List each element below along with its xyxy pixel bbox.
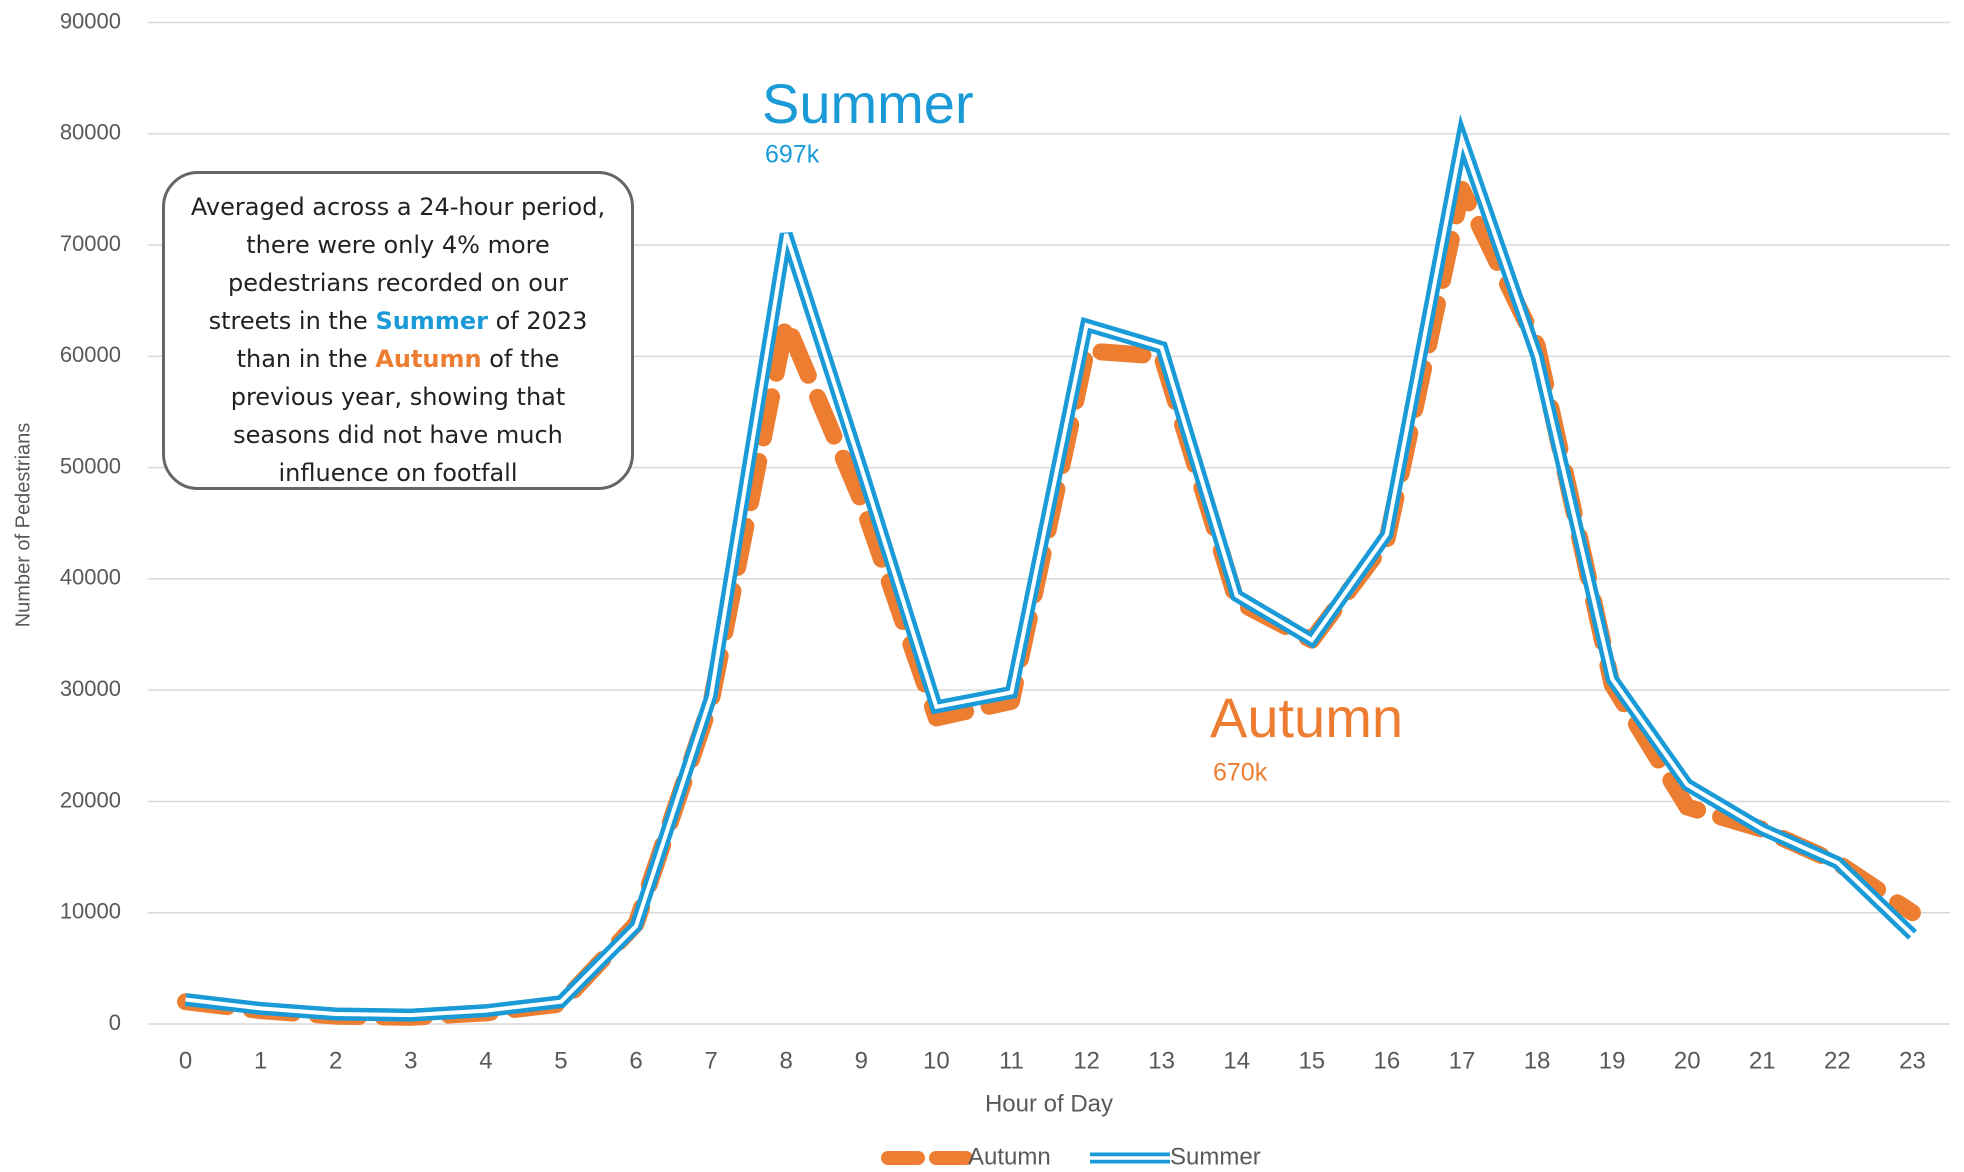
y-tick-label: 30000	[60, 676, 121, 701]
y-tick-label: 70000	[60, 231, 121, 256]
legend-item: Summer	[1090, 1143, 1261, 1170]
x-tick-label: 3	[404, 1047, 417, 1074]
annotation-value: 697k	[765, 141, 820, 169]
note-box: Averaged across a 24-hour period, there …	[162, 171, 634, 490]
x-tick-label: 15	[1298, 1047, 1325, 1074]
y-axis-title: Number of Pedestrians	[12, 423, 34, 628]
x-tick-label: 17	[1449, 1047, 1476, 1074]
x-tick-label: 7	[704, 1047, 717, 1074]
note-text: Autumn	[375, 345, 482, 373]
legend-label: Summer	[1170, 1143, 1261, 1170]
legend-item: Autumn	[881, 1143, 1051, 1170]
x-tick-label: 14	[1223, 1047, 1250, 1074]
x-tick-label: 16	[1374, 1047, 1401, 1074]
note-text: of 2023 than in the	[236, 307, 588, 373]
x-tick-label: 20	[1674, 1047, 1701, 1074]
x-tick-label: 18	[1524, 1047, 1551, 1074]
annotation-title: Autumn	[1210, 686, 1403, 749]
x-tick-label: 11	[999, 1047, 1024, 1074]
x-tick-label: 5	[554, 1047, 567, 1074]
y-tick-label: 20000	[60, 787, 121, 812]
x-tick-label: 4	[479, 1047, 492, 1074]
x-axis-title: Hour of Day	[985, 1090, 1113, 1117]
x-tick-label: 8	[780, 1047, 793, 1074]
series	[184, 114, 1917, 1022]
y-tick-label: 0	[109, 1010, 121, 1035]
x-tick-label: 19	[1599, 1047, 1626, 1074]
y-tick-label: 40000	[60, 565, 121, 590]
note-text: of the previous year, showing that seaso…	[230, 345, 566, 487]
x-tick-label: 23	[1899, 1047, 1926, 1074]
x-tick-label: 21	[1749, 1047, 1776, 1074]
x-tick-label: 1	[254, 1047, 267, 1074]
annotation-value: 670k	[1213, 759, 1268, 787]
x-tick-label: 9	[855, 1047, 868, 1074]
y-tick-label: 50000	[60, 453, 121, 478]
x-tick-label: 0	[179, 1047, 192, 1074]
series-line-inner	[185, 131, 1914, 1018]
note-text: Averaged across a 24-hour period, there …	[190, 193, 606, 335]
x-tick-label: 10	[923, 1047, 950, 1074]
y-tick-label: 80000	[60, 120, 121, 145]
x-tick-label: 6	[629, 1047, 642, 1074]
y-tick-label: 60000	[60, 342, 121, 367]
annotation-title: Summer	[762, 72, 974, 135]
legend-label: Autumn	[968, 1143, 1051, 1170]
x-tick-label: 13	[1148, 1047, 1175, 1074]
x-tick-label: 2	[329, 1047, 342, 1074]
y-tick-label: 10000	[60, 899, 121, 924]
note-text: Summer	[375, 307, 488, 335]
x-tick-label: 22	[1824, 1047, 1851, 1074]
y-tick-label: 90000	[60, 8, 121, 33]
x-tick-label: 12	[1073, 1047, 1100, 1074]
